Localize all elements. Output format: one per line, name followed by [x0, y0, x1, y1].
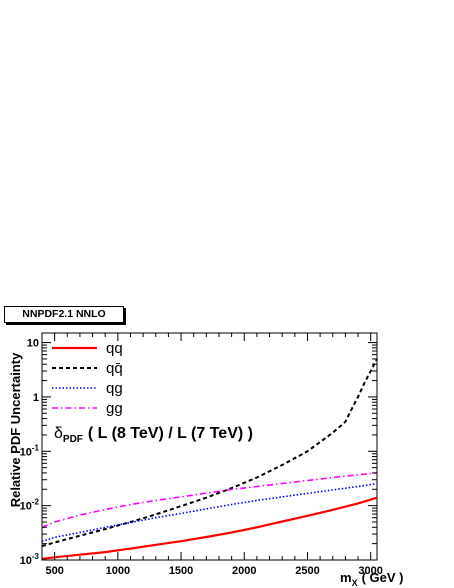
- series-layer: [41, 358, 378, 560]
- annotation: δPDF ( L (8 TeV) / L (7 TeV) ): [54, 425, 253, 445]
- y-tick-label: 10-1: [20, 443, 40, 458]
- x-tick-label: 3000: [358, 565, 382, 577]
- x-tick-label: 1500: [169, 565, 193, 577]
- series-line-2: [41, 358, 378, 548]
- series-line-1: [41, 496, 378, 560]
- y-tick-label: 10: [27, 338, 39, 350]
- series-line-3: [41, 482, 378, 543]
- x-tick-label: 2000: [232, 565, 256, 577]
- x-axis-label-sub: X: [352, 578, 358, 588]
- plot-frame-layer: [41, 332, 378, 561]
- legend: qq qq̄ qg gg: [52, 340, 123, 417]
- annotation-text: ( L (8 TeV) / L (7 TeV) ): [88, 425, 253, 442]
- x-tick-label: 1000: [106, 565, 130, 577]
- y-tick-label: 10-2: [20, 498, 40, 513]
- legend-label-1: qq: [106, 340, 123, 357]
- x-axis-label-main: m: [340, 570, 352, 585]
- annotation-sub: PDF: [63, 434, 83, 445]
- legend-label-2: qq̄: [106, 360, 123, 377]
- series-line-4: [41, 472, 378, 529]
- x-axis-label: mX ( GeV ): [340, 570, 403, 588]
- x-tick-label: 500: [45, 565, 63, 577]
- svg-text:mX( GeV ): mX ( GeV ): [340, 570, 403, 588]
- x-tick-label: 2500: [295, 565, 319, 577]
- annotation-delta: δ: [54, 425, 63, 442]
- legend-label-4: gg: [106, 400, 123, 417]
- x-axis-label-unit: ( GeV ): [362, 570, 404, 585]
- y-tick-label: 1: [33, 392, 39, 404]
- y-tick-label: 10-3: [20, 552, 40, 567]
- y-axis-label: Relative PDF Uncertainty: [8, 352, 23, 507]
- plot-frame: [41, 332, 378, 561]
- svg-text:δPDF( L (8 TeV) / L (7 TeV) ): δPDF ( L (8 TeV) / L (7 TeV) ): [54, 425, 253, 445]
- legend-label-3: qg: [106, 380, 123, 397]
- chart-title: NNPDF2.1 NNLO: [4, 306, 124, 323]
- axis-layer: 500 1000 1500 2000 2500 3000 10-3 10-2 10-1 1 10: [20, 333, 383, 577]
